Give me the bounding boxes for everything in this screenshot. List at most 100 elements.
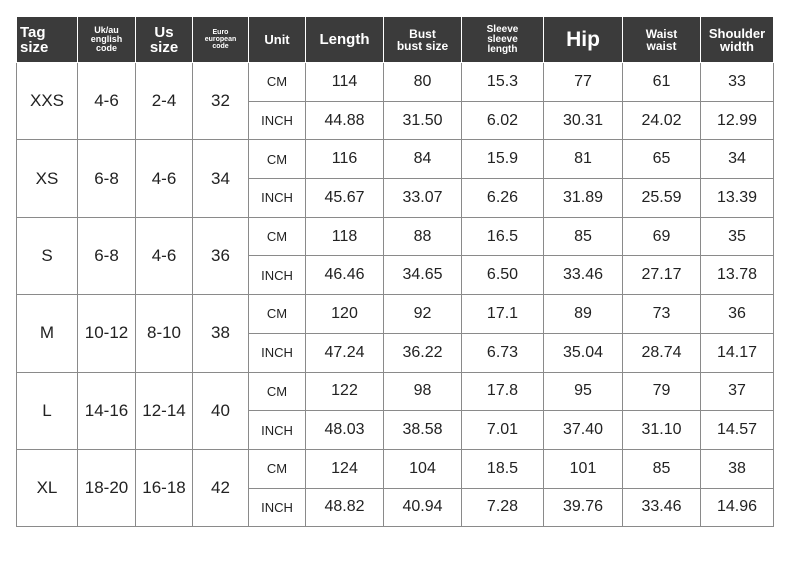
measure-cell: 16.5 <box>461 216 544 257</box>
unit-cell: CM <box>248 216 306 257</box>
size-cell: 32 <box>192 61 249 141</box>
measure-cell: 12.99 <box>700 100 774 141</box>
size-cell: 6-8 <box>77 216 136 296</box>
table-row: M 10-12 8-10 38 CM 120 92 17.1 89 73 36 <box>16 294 774 373</box>
measure-cell: 46.46 <box>305 255 384 296</box>
table-row: INCH 48.82 40.94 7.28 39.76 33.46 14.96 <box>17 487 774 528</box>
measure-cell: 34 <box>700 139 774 180</box>
header-cell: Shoulder width <box>700 16 774 63</box>
measure-cell: 73 <box>622 294 701 334</box>
measure-cell: 17.8 <box>461 371 544 412</box>
size-cell: XXS <box>16 61 78 141</box>
measure-cell: 36 <box>700 294 774 334</box>
measure-cell: 28.74 <box>622 332 701 373</box>
measure-cell: 36.22 <box>383 332 462 373</box>
size-cell: 42 <box>192 448 249 528</box>
header-cell: Us size <box>135 16 193 63</box>
table-row: INCH 47.24 36.22 6.73 35.04 28.74 14.17 <box>17 332 774 373</box>
size-cell: 34 <box>192 139 249 218</box>
measure-cell: 40.94 <box>383 487 462 528</box>
measure-cell: 48.03 <box>305 410 384 450</box>
measure-cell: 124 <box>305 448 384 489</box>
unit-cell: CM <box>248 448 306 489</box>
measure-cell: 14.17 <box>700 332 774 373</box>
size-cell: XL <box>16 448 78 528</box>
table-row: XXS 4-6 2-4 32 CM 114 80 15.3 77 61 33 <box>16 61 774 141</box>
size-cell: XS <box>16 139 78 218</box>
measure-cell: 37.40 <box>543 410 623 450</box>
measure-cell: 61 <box>622 62 701 102</box>
header-cell: Waist waist <box>622 16 701 63</box>
measure-cell: 6.26 <box>461 178 544 218</box>
size-cell: 36 <box>192 216 249 296</box>
measure-cell: 13.39 <box>700 178 774 218</box>
measure-cell: 27.17 <box>622 255 701 296</box>
header-cell: Uk/au english code <box>77 16 136 63</box>
measure-cell: 101 <box>543 448 623 489</box>
size-cell: 8-10 <box>135 294 193 373</box>
measure-cell: 15.9 <box>461 139 544 180</box>
table-body: XXS 4-6 2-4 32 CM 114 80 15.3 77 61 33 INCH 44.88 31.… <box>16 61 774 528</box>
size-cell: S <box>16 216 78 296</box>
unit-cell: INCH <box>248 332 306 373</box>
unit-cell: CM <box>248 371 306 412</box>
measure-cell: 118 <box>305 216 384 257</box>
measure-cell: 6.02 <box>461 100 544 141</box>
unit-cell: INCH <box>248 410 306 450</box>
measure-cell: 80 <box>383 62 462 102</box>
measure-cell: 89 <box>543 294 623 334</box>
size-cell: 10-12 <box>77 294 136 373</box>
measure-cell: 114 <box>305 62 384 102</box>
measure-cell: 6.73 <box>461 332 544 373</box>
header-cell: Tag size <box>16 16 78 63</box>
size-cell: 16-18 <box>135 448 193 528</box>
measure-cell: 85 <box>543 216 623 257</box>
measure-cell: 33.46 <box>543 255 623 296</box>
measure-cell: 44.88 <box>305 100 384 141</box>
measure-cell: 116 <box>305 139 384 180</box>
measure-cell: 120 <box>305 294 384 334</box>
measure-cell: 34.65 <box>383 255 462 296</box>
measure-cell: 6.50 <box>461 255 544 296</box>
measure-cell: 104 <box>383 448 462 489</box>
measure-cell: 47.24 <box>305 332 384 373</box>
unit-cell: INCH <box>248 178 306 218</box>
header-cell: Euro european code <box>192 16 249 63</box>
measure-cell: 85 <box>622 448 701 489</box>
size-cell: M <box>16 294 78 373</box>
measure-cell: 33.07 <box>383 178 462 218</box>
measure-cell: 95 <box>543 371 623 412</box>
measure-cell: 38 <box>700 448 774 489</box>
measure-cell: 69 <box>622 216 701 257</box>
unit-cell: INCH <box>248 487 306 528</box>
header-cell: Hip <box>543 16 623 63</box>
measure-cell: 14.96 <box>700 487 774 528</box>
size-cell: 4-6 <box>135 216 193 296</box>
measure-cell: 18.5 <box>461 448 544 489</box>
measure-cell: 98 <box>383 371 462 412</box>
measure-cell: 13.78 <box>700 255 774 296</box>
size-table: Tag size Uk/au english code Us size Euro eu… <box>16 16 774 528</box>
size-cell: 6-8 <box>77 139 136 218</box>
measure-cell: 88 <box>383 216 462 257</box>
table-row: INCH 48.03 38.58 7.01 37.40 31.10 14.57 <box>17 410 774 450</box>
table-row: INCH 46.46 34.65 6.50 33.46 27.17 13.78 <box>17 255 774 296</box>
unit-cell: CM <box>248 62 306 102</box>
header-cell: Length <box>305 16 384 63</box>
measure-cell: 33 <box>700 62 774 102</box>
size-cell: L <box>16 371 78 450</box>
table-row: S 6-8 4-6 36 CM 118 88 16.5 85 69 35 <box>16 216 774 296</box>
unit-cell: INCH <box>248 255 306 296</box>
measure-cell: 39.76 <box>543 487 623 528</box>
measure-cell: 25.59 <box>622 178 701 218</box>
measure-cell: 31.10 <box>622 410 701 450</box>
measure-cell: 30.31 <box>543 100 623 141</box>
measure-cell: 33.46 <box>622 487 701 528</box>
measure-cell: 45.67 <box>305 178 384 218</box>
measure-cell: 7.28 <box>461 487 544 528</box>
size-cell: 12-14 <box>135 371 193 450</box>
table-row: XS 6-8 4-6 34 CM 116 84 15.9 81 65 34 <box>16 139 774 218</box>
unit-cell: INCH <box>248 100 306 141</box>
measure-cell: 35 <box>700 216 774 257</box>
